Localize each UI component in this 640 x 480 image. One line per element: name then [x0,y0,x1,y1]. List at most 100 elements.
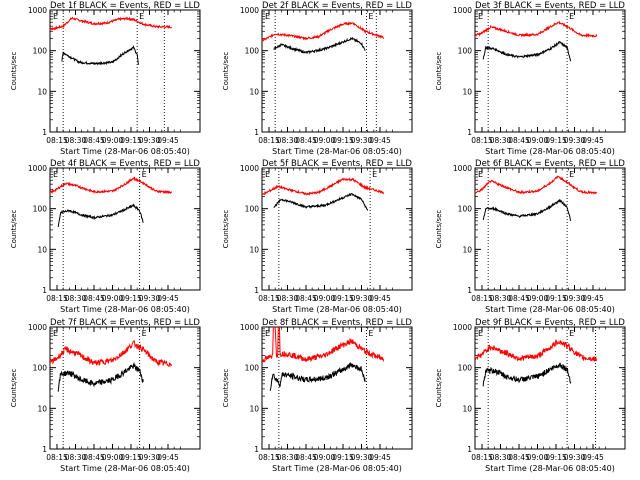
plot-title: Det 5f BLACK = Events, RED = LLD [262,159,412,169]
lld-series-line [262,177,385,196]
events-series-line [57,361,144,392]
x-tick-label: 09:30 [139,453,161,462]
y-tick-label: 10 [37,404,47,413]
marker-label: E [569,329,574,338]
y-axis-label: Counts/sec [222,210,230,249]
detector-panel-9: Det 9f BLACK = Events, RED = LLD Counts/s… [435,318,626,473]
plot-frame [261,326,413,450]
plot-frame [49,9,201,133]
x-axis-label: Start Time (28-Mar-06 08:05:40) [272,147,402,156]
detector-panel-5: Det 5f BLACK = Events, RED = LLD Counts/s… [222,159,413,314]
lld-series-line [262,327,385,364]
lld-series-line [475,20,598,39]
marker-label: E [368,12,373,21]
y-tick-label: 1 [254,286,259,295]
x-tick-label: 09:00 [527,453,549,462]
x-tick-label: 08:15 [46,294,68,303]
x-tick-label: 09:15 [332,453,354,462]
y-tick-label: 1000 [240,164,259,173]
lld-series-line [50,340,173,367]
x-tick-label: 09:00 [314,294,336,303]
x-tick-label: 09:15 [545,453,567,462]
plot-frame [474,167,626,291]
x-tick-label: 09:00 [102,294,124,303]
x-tick-label: 09:15 [545,294,567,303]
x-tick-label: 09:45 [369,294,391,303]
x-tick-label: 08:30 [65,136,87,145]
x-tick-label: 09:45 [582,136,604,145]
x-tick-label: 09:30 [351,453,373,462]
y-tick-label: 100 [458,205,473,214]
detector-panel-7: Det 7f BLACK = Events, RED = LLD Counts/s… [10,318,201,473]
y-tick-label: 1 [42,128,47,137]
x-tick-label: 08:45 [83,453,105,462]
events-series-line [482,40,572,62]
y-tick-label: 10 [462,87,472,96]
marker-label: E [478,12,483,21]
marker-label: E [569,170,574,179]
y-tick-label: 10 [249,87,259,96]
marker-label: E [265,329,270,338]
x-tick-label: 09:45 [582,294,604,303]
y-tick-label: 1 [254,128,259,137]
x-tick-label: 09:45 [582,453,604,462]
marker-label: E [142,170,147,179]
plot-title: Det 4f BLACK = Events, RED = LLD [50,159,200,169]
lld-series-line [50,16,172,31]
marker-label: E [372,170,377,179]
marker-label: E [569,12,574,21]
x-tick-label: 08:45 [508,453,530,462]
x-tick-label: 09:30 [139,136,161,145]
x-tick-label: 09:00 [314,453,336,462]
x-tick-label: 09:30 [564,136,586,145]
x-tick-label: 08:45 [295,136,317,145]
y-tick-label: 1 [42,286,47,295]
y-tick-label: 10 [462,245,472,254]
y-tick-label: 100 [33,205,48,214]
y-tick-label: 1000 [453,323,472,332]
x-tick-label: 08:15 [46,453,68,462]
x-tick-label: 09:15 [545,136,567,145]
y-tick-label: 100 [33,364,48,373]
x-tick-label: 08:45 [295,294,317,303]
x-tick-label: 09:15 [332,294,354,303]
detector-panel-3: Det 3f BLACK = Events, RED = LLD Counts/s… [435,1,626,156]
y-tick-label: 1000 [453,164,472,173]
x-tick-label: 09:30 [351,136,373,145]
y-tick-label: 10 [462,404,472,413]
y-tick-label: 10 [249,404,259,413]
x-axis-label: Start Time (28-Mar-06 08:05:40) [485,147,615,156]
y-axis-label: Counts/sec [10,369,18,408]
x-tick-label: 09:45 [157,136,179,145]
x-tick-label: 08:15 [471,294,493,303]
x-tick-label: 08:45 [295,453,317,462]
y-axis-label: Counts/sec [435,52,443,91]
marker-label: E [53,12,58,21]
x-tick-label: 08:15 [258,453,280,462]
events-series-line [482,198,572,222]
detector-panel-6: Det 6f BLACK = Events, RED = LLD Counts/s… [435,159,626,314]
detector-panel-2: Det 2f BLACK = Events, RED = LLD Counts/s… [222,1,413,156]
x-tick-label: 09:45 [369,136,391,145]
x-tick-label: 08:30 [65,294,87,303]
marker-label: E [265,12,270,21]
y-tick-label: 1000 [28,6,47,15]
lld-series-line [262,21,385,42]
x-tick-label: 09:45 [157,453,179,462]
plot-frame [49,326,201,450]
y-tick-label: 1000 [240,6,259,15]
plot-title: Det 7f BLACK = Events, RED = LLD [50,318,200,328]
x-tick-label: 08:30 [277,294,299,303]
y-tick-label: 1 [42,445,47,454]
y-tick-label: 1 [467,286,472,295]
x-tick-label: 08:15 [46,136,68,145]
y-tick-label: 10 [37,245,47,254]
plot-title: Det 8f BLACK = Events, RED = LLD [262,318,412,328]
plot-frame [261,167,413,291]
y-axis-label: Counts/sec [222,52,230,91]
x-tick-label: 09:15 [120,294,142,303]
x-tick-label: 09:30 [564,453,586,462]
x-tick-label: 09:15 [332,136,354,145]
y-axis-label: Counts/sec [435,369,443,408]
lld-series-line [475,338,598,362]
